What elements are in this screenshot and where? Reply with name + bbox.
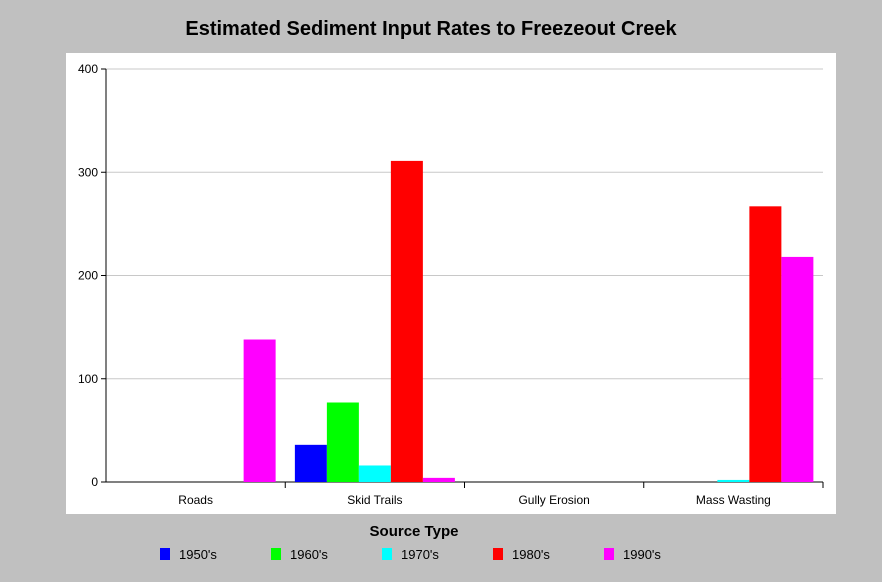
legend-label: 1970's (401, 546, 439, 562)
legend-label: 1960's (290, 546, 328, 562)
bar (749, 206, 782, 482)
legend-swatch (271, 548, 281, 560)
x-tick-label: Mass Wasting (696, 493, 771, 507)
legend-swatch (604, 548, 614, 560)
legend-item: 1950's (160, 547, 271, 562)
bar (422, 477, 455, 482)
y-tick-label: 0 (91, 475, 98, 489)
y-tick-label: 100 (78, 372, 98, 386)
legend-item: 1980's (493, 547, 604, 562)
legend-swatch (493, 548, 503, 560)
y-tick-label: 400 (78, 62, 98, 76)
bar (326, 402, 359, 482)
chart-svg: 0 100 200 300 400 Roads Skid Trails Gully Erosi… (78, 62, 824, 507)
legend-swatch (382, 548, 392, 560)
legend-label: 1980's (512, 546, 550, 562)
bar (781, 256, 814, 482)
legend-swatch (160, 548, 170, 560)
x-tick-label: Skid Trails (347, 493, 402, 507)
legend-item: 1990's (604, 547, 715, 562)
legend: 1950's 1960's 1970's 1980's 1990's (160, 545, 715, 563)
legend-label: 1950's (179, 546, 217, 562)
y-tick-label: 300 (78, 165, 98, 179)
bar (358, 465, 391, 482)
legend-item: 1960's (271, 547, 382, 562)
bar (243, 339, 276, 482)
bar (717, 479, 750, 482)
bar (294, 444, 327, 482)
x-tick-label: Gully Erosion (518, 493, 589, 507)
x-tick-label: Roads (178, 493, 213, 507)
x-axis-title: Source Type (369, 523, 459, 540)
chart-title: Estimated Sediment Input Rates to Freeze… (185, 18, 677, 40)
legend-label: 1990's (623, 546, 661, 562)
bar (390, 160, 423, 482)
legend-item: 1970's (382, 547, 493, 562)
y-tick-label: 200 (78, 269, 98, 283)
plot-panel: 0 100 200 300 400 Roads Skid Trails Gully Erosi… (66, 53, 836, 514)
